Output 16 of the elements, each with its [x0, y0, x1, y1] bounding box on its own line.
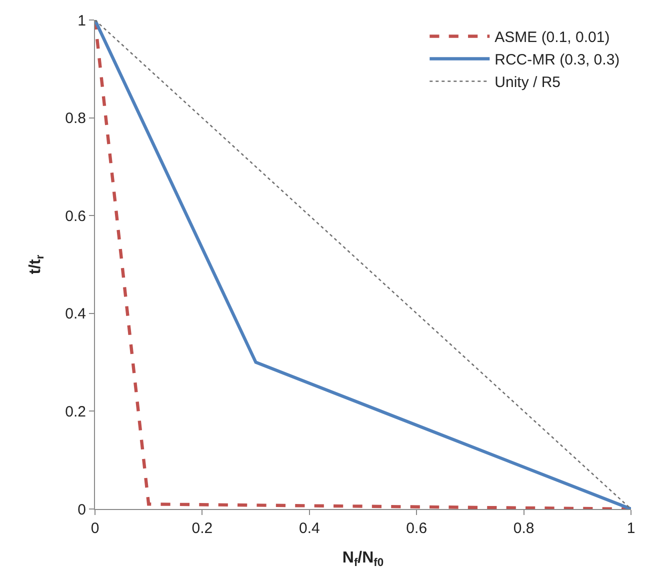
- y-tick-label: 0: [78, 501, 86, 518]
- x-tick-label: 1: [626, 520, 636, 537]
- x-axis-title: N$_{f}$/N$_{f0}$: [342, 550, 384, 570]
- y-tick-label: 0.4: [65, 306, 86, 323]
- y-tick-label: 0.8: [65, 110, 86, 128]
- y-tick-label: 1: [78, 12, 86, 30]
- x-tick-label: 0.4: [298, 520, 320, 537]
- x-tick-label: 0.8: [513, 520, 534, 537]
- y-tick-label: 0.2: [65, 403, 86, 420]
- legend-label: RCC-MR (0.3, 0.3): [494, 52, 620, 69]
- x-tick-label: 0.6: [406, 520, 428, 537]
- y-tick-label: 0.6: [65, 208, 86, 225]
- x-tick-label: 0: [90, 520, 100, 537]
- legend-label: ASME (0.1, 0.01): [494, 29, 610, 46]
- legend-label: Unity / R5: [494, 74, 560, 92]
- x-tick-label: 0.2: [192, 520, 213, 537]
